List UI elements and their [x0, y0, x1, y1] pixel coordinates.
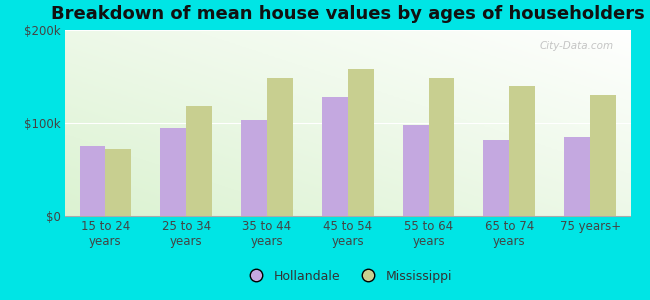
- Bar: [590, 95, 616, 216]
- Bar: [403, 125, 428, 216]
- Legend: Hollandale, Mississippi: Hollandale, Mississippi: [239, 265, 457, 288]
- Bar: [161, 128, 186, 216]
- Bar: [510, 86, 535, 216]
- Text: City-Data.com: City-Data.com: [540, 41, 614, 51]
- Bar: [241, 120, 267, 216]
- Bar: [105, 149, 131, 216]
- Bar: [564, 137, 590, 216]
- Bar: [484, 140, 510, 216]
- Bar: [79, 146, 105, 216]
- Bar: [428, 78, 454, 216]
- Bar: [267, 78, 292, 216]
- Bar: [322, 97, 348, 216]
- Title: Breakdown of mean house values by ages of householders: Breakdown of mean house values by ages o…: [51, 5, 645, 23]
- Bar: [348, 69, 374, 216]
- Bar: [186, 106, 212, 216]
